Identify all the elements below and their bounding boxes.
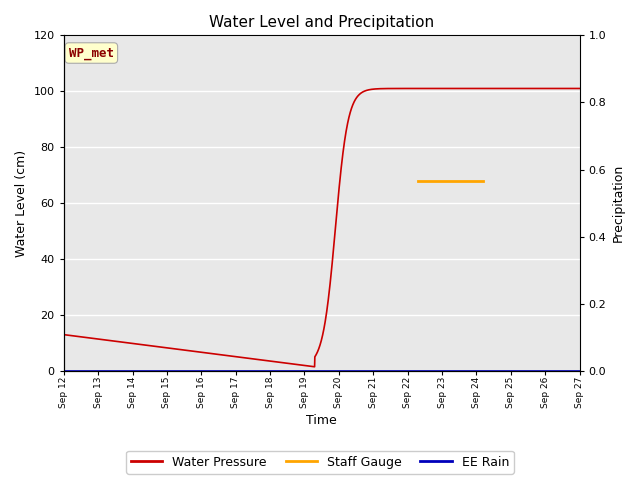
X-axis label: Time: Time (307, 414, 337, 427)
Legend: Water Pressure, Staff Gauge, EE Rain: Water Pressure, Staff Gauge, EE Rain (126, 451, 514, 474)
Y-axis label: Water Level (cm): Water Level (cm) (15, 150, 28, 257)
Text: WP_met: WP_met (69, 47, 114, 60)
Y-axis label: Precipitation: Precipitation (612, 164, 625, 242)
Title: Water Level and Precipitation: Water Level and Precipitation (209, 15, 435, 30)
